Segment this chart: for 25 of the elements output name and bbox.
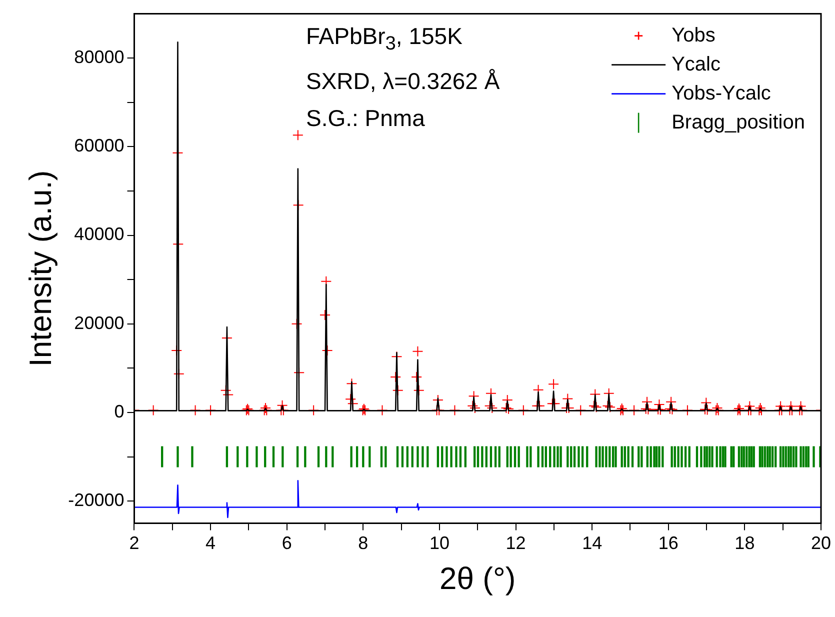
annotation: FAPbBr$_{3}$, 155K [306,22,464,57]
x-tick-label: 6 [282,532,292,553]
x-tick-label: 14 [582,532,602,553]
x-tick-label: 16 [658,532,678,553]
x-tick-label: 2 [129,532,140,553]
legend-label: Yobs-Ycalc [672,82,771,104]
y-axis-title: Intensity (a.u.) [23,170,58,367]
annotation: SXRD, λ=0.3262 Å [306,66,500,96]
annotation: S.G.: Pnma [306,104,426,133]
y-tick-label: -20000 [68,490,124,510]
y-tick-label: 80000 [74,47,124,68]
x-axis-title: 2θ (°) [440,560,516,596]
y-tick-label: 60000 [74,136,124,156]
legend-label: Bragg_position [672,111,806,134]
y-tick-label: 40000 [74,224,124,244]
x-tick-label: 18 [734,532,755,553]
x-tick-label: 20 [810,532,832,553]
x-tick-label: 12 [506,532,526,553]
x-tick-label: 4 [206,532,216,553]
y-tick-label: 20000 [74,312,124,333]
legend-label: Yobs [672,24,716,46]
legend-label: Ycalc [672,53,720,76]
y-tick-label: 0 [114,401,124,422]
x-tick-label: 10 [429,532,450,553]
x-tick-label: 8 [358,532,368,553]
